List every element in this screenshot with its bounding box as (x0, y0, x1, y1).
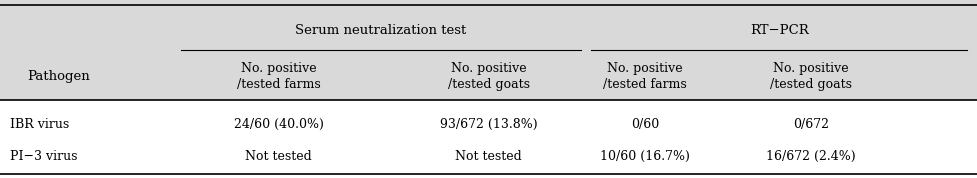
Text: PI−3 virus: PI−3 virus (10, 150, 77, 163)
Text: Not tested: Not tested (245, 150, 312, 163)
Text: 16/672 (2.4%): 16/672 (2.4%) (766, 150, 856, 163)
Text: Not tested: Not tested (455, 150, 522, 163)
Text: Serum neutralization test: Serum neutralization test (295, 24, 467, 37)
Text: 0/672: 0/672 (793, 118, 828, 131)
Text: Pathogen: Pathogen (27, 70, 90, 83)
Text: No. positive
/tested farms: No. positive /tested farms (603, 62, 687, 91)
Text: IBR virus: IBR virus (10, 118, 69, 131)
Text: 93/672 (13.8%): 93/672 (13.8%) (440, 118, 537, 131)
Text: No. positive
/tested goats: No. positive /tested goats (770, 62, 852, 91)
Bar (0, 100, 977, 178)
Text: 10/60 (16.7%): 10/60 (16.7%) (600, 150, 690, 163)
Text: 24/60 (40.0%): 24/60 (40.0%) (234, 118, 323, 131)
Text: No. positive
/tested goats: No. positive /tested goats (447, 62, 530, 91)
Text: No. positive
/tested farms: No. positive /tested farms (236, 62, 320, 91)
Text: RT−PCR: RT−PCR (749, 24, 809, 37)
Text: 0/60: 0/60 (631, 118, 658, 131)
